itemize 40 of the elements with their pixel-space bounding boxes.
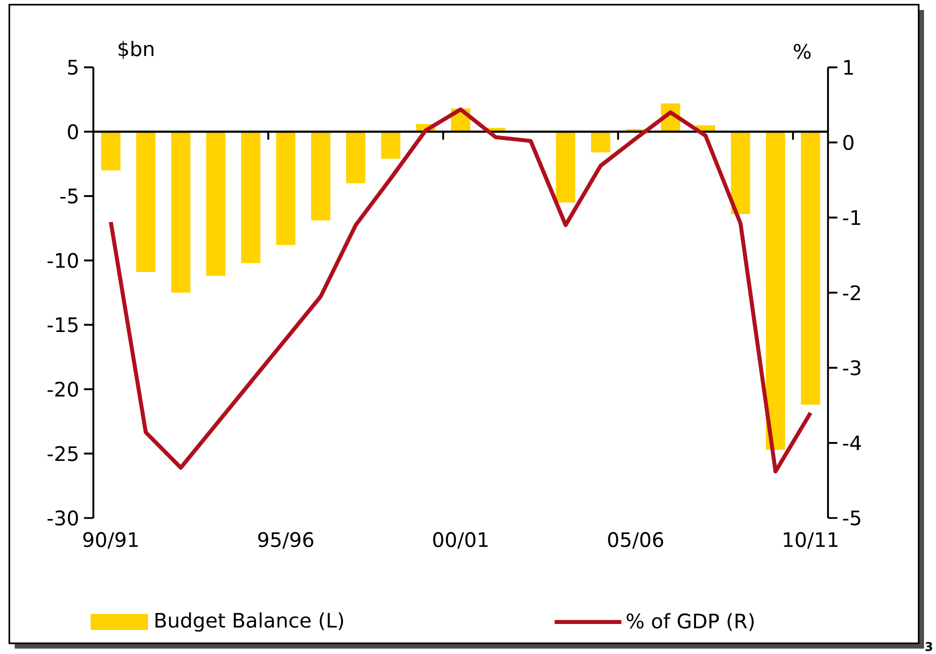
bar (556, 132, 576, 203)
x-tick-label: 90/91 (83, 532, 138, 549)
x-tick-label: 05/06 (608, 532, 664, 549)
y2-axis-title: % (794, 44, 811, 59)
bar (241, 132, 260, 264)
bar (136, 132, 156, 272)
y-tick-label: 0 (68, 124, 78, 140)
y-tick-label: -5 (60, 188, 78, 204)
y2-tick-label: -3 (843, 360, 860, 376)
bar (171, 132, 190, 293)
bar (276, 132, 296, 246)
bar (311, 132, 330, 221)
y-tick-label: -20 (48, 382, 78, 397)
x-tick-label: 00/01 (433, 532, 488, 549)
y2-tick-label: 1 (844, 60, 853, 75)
text: 3 (926, 642, 932, 652)
bar (101, 132, 120, 170)
y-tick-label: -10 (48, 252, 78, 268)
bar (381, 132, 400, 159)
y-tick-label: -15 (48, 317, 78, 332)
x-tick-label: 10/11 (784, 532, 838, 549)
y-tick-label: -25 (48, 446, 78, 462)
y2-tick-label: -2 (843, 285, 860, 300)
line-series (108, 107, 813, 474)
y-tick-label: -30 (48, 510, 78, 526)
legend-label: % of GDP (R) (626, 613, 754, 631)
legend-label: Budget Balance (L) (156, 612, 344, 632)
bar (590, 132, 610, 152)
bar (730, 132, 750, 214)
y2-tick-label: -5 (843, 510, 860, 526)
x-tick-label: 95/96 (258, 532, 314, 549)
bar (346, 132, 366, 184)
bar (800, 132, 820, 405)
y2-tick-label: 0 (843, 134, 854, 150)
y2-tick-label: -4 (843, 436, 861, 450)
y-tick-label: 5 (68, 60, 78, 75)
y2-tick-label: -1 (843, 210, 860, 225)
bar (766, 132, 786, 450)
bar (206, 132, 226, 276)
y-axis-title: $bn (118, 40, 154, 59)
